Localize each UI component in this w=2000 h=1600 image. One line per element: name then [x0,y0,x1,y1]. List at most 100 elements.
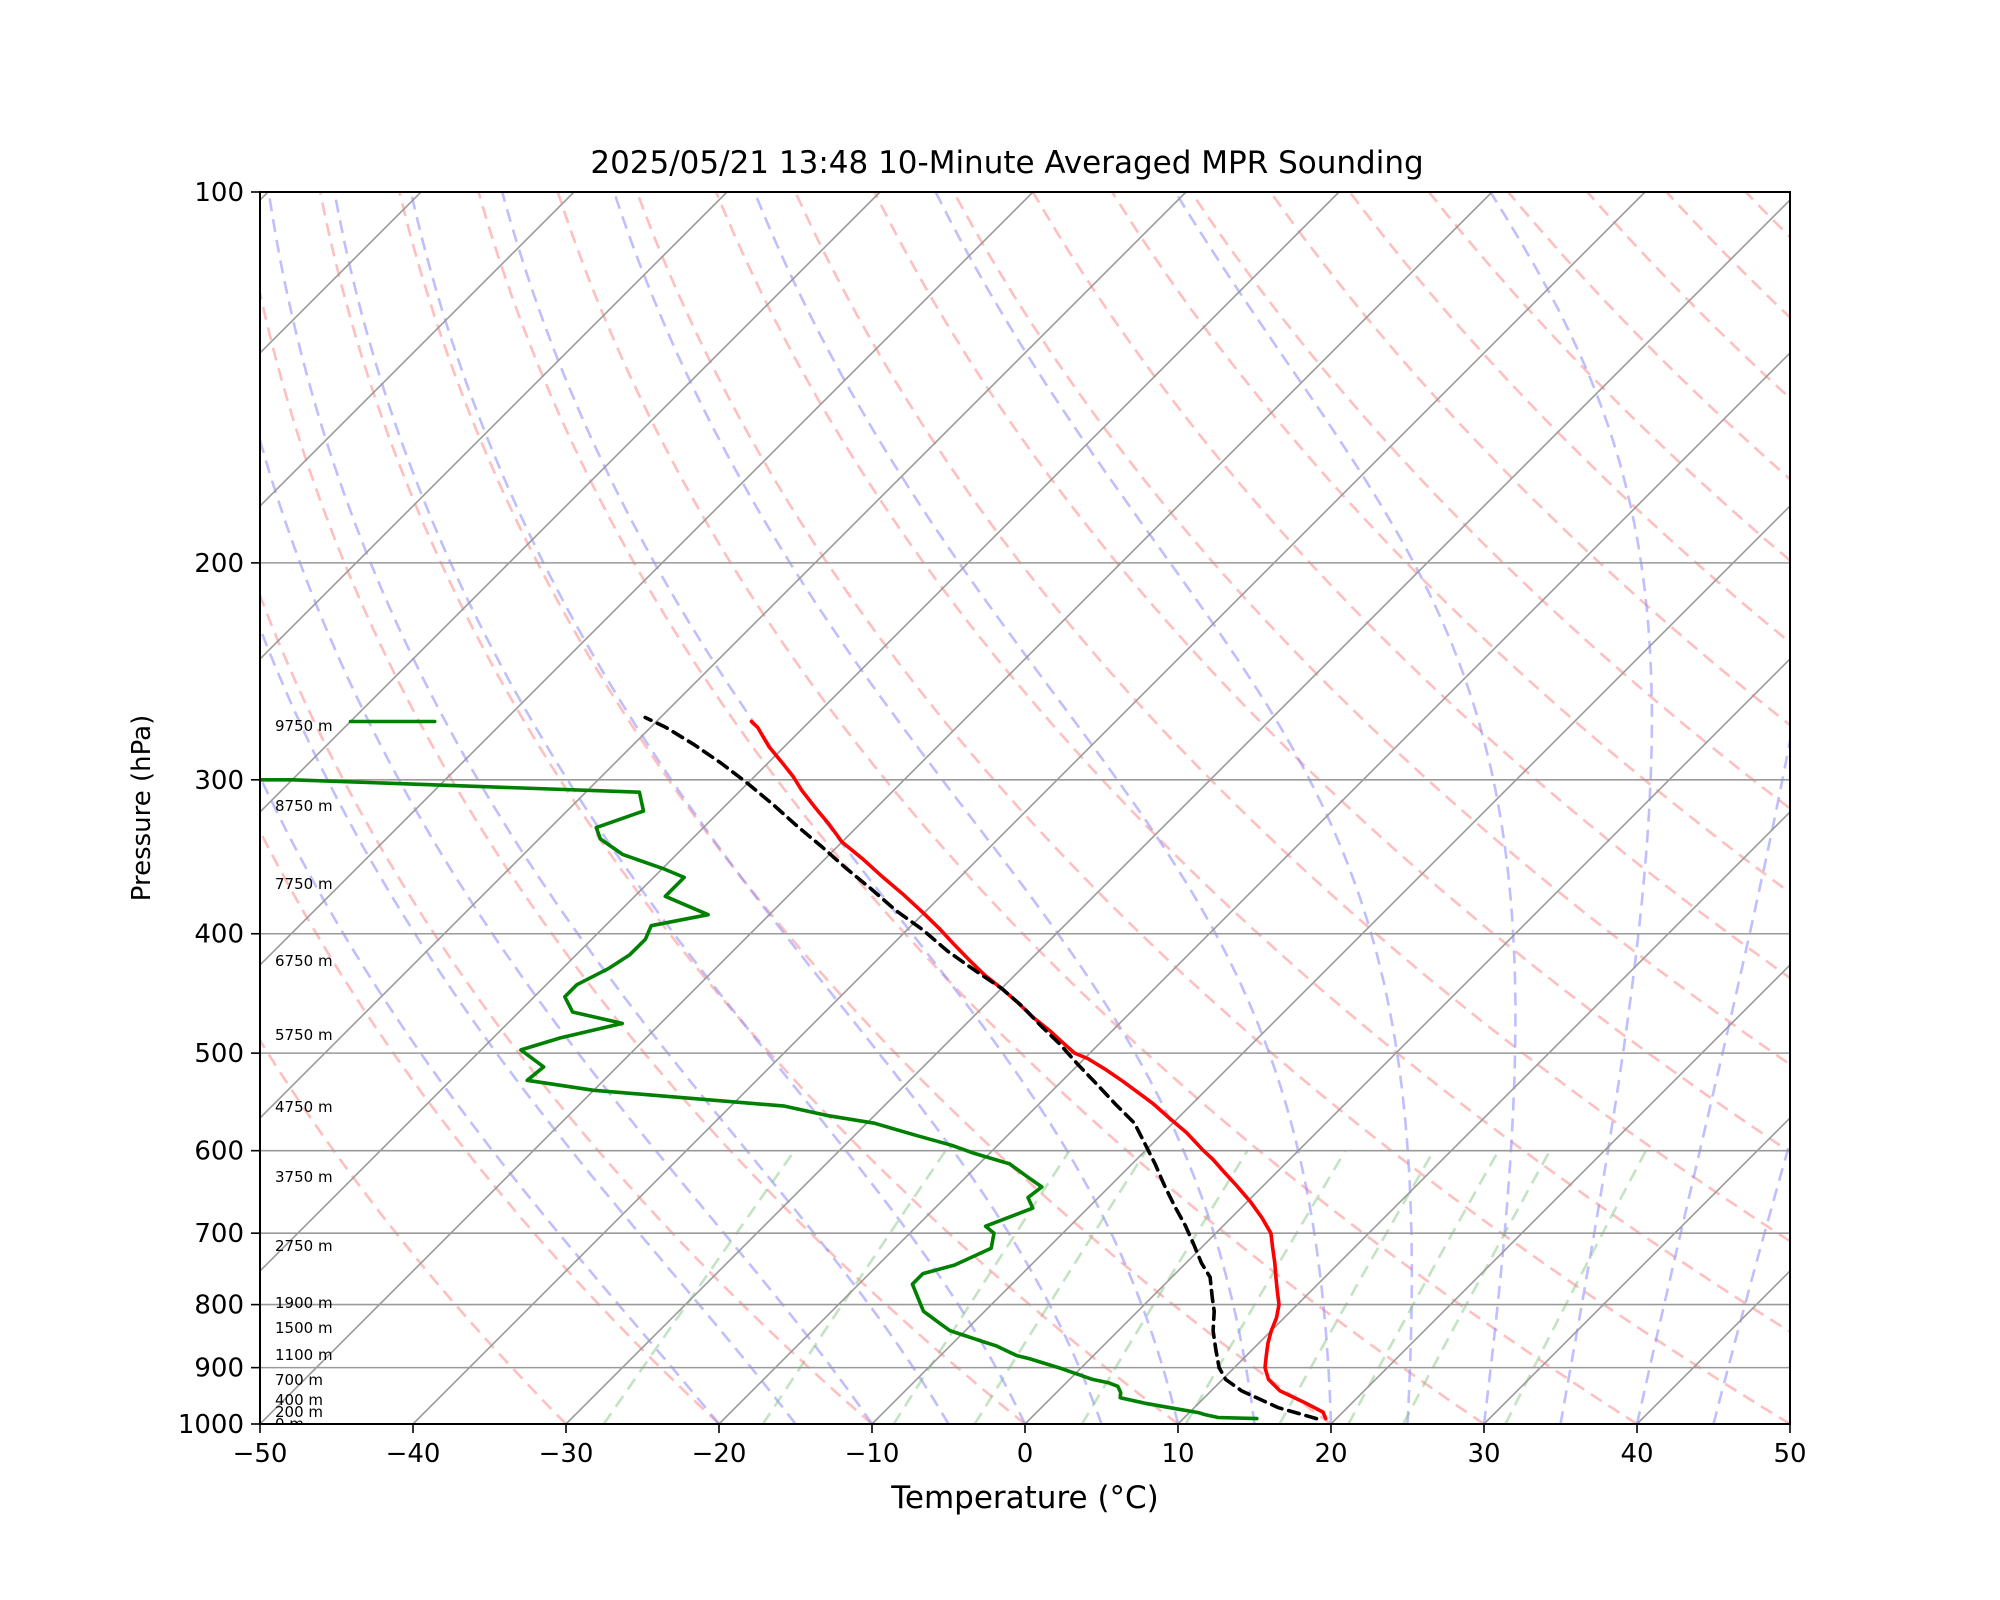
y-tick-label: 400 [194,920,244,950]
dry-adiabat [952,192,1790,1066]
height-label: 700 m [275,1371,323,1389]
chart-title: 2025/05/21 13:48 10-Minute Averaged MPR … [590,145,1423,181]
dry-adiabat [556,192,1638,1424]
parcel-line [643,715,1319,1421]
y-tick-label: 1000 [178,1410,244,1440]
isotherm [565,198,1790,1424]
y-tick-label: 700 [194,1219,244,1249]
moist-adiabat [260,624,797,1424]
x-tick-label: 20 [1314,1439,1347,1469]
height-label: 3750 m [275,1168,333,1186]
x-tick-label: −40 [386,1439,441,1469]
moist-adiabat [260,773,721,1424]
height-label: 200 m [275,1403,323,1421]
dewpoint-line [260,778,1259,1421]
height-label: 7750 m [275,875,333,893]
y-tick-label: 600 [194,1137,244,1167]
moist-adiabat [409,192,1103,1424]
y-tick-label: 800 [194,1291,244,1321]
moist-adiabat [934,192,1414,1424]
isotherm [1177,810,1790,1424]
dry-adiabat [1507,192,1790,481]
isotherm [1483,1116,1790,1424]
mixing-ratio-line [1347,1150,1500,1424]
dry-adiabat [1269,192,1790,727]
plot-area: 9750 m 8750 m 7750 m 6750 m 5750 m 4750 m 3750… [260,192,1790,1433]
moist-adiabat [1489,192,1654,1424]
y-tick-label: 900 [194,1354,244,1384]
x-axis-label: Temperature (°C) [890,1480,1159,1516]
x-tick-label: −10 [845,1439,900,1469]
y-tick-label: 200 [194,549,244,579]
isotherm [718,351,1790,1424]
mixing-ratio-line [892,1149,1071,1424]
isotherm [1330,963,1790,1424]
dry-adiabat [1111,192,1790,895]
isotherm [260,192,728,661]
moist-adiabat [267,192,950,1424]
mixing-ratio-line [1184,1150,1347,1424]
isotherm [412,192,1646,1424]
moist-adiabat [612,192,1256,1424]
y-tick-label: 500 [194,1039,244,1069]
dry-adiabat [318,192,1179,1424]
height-label: 1100 m [275,1346,333,1364]
x-tick-label: −20 [692,1439,747,1469]
isotherm [871,504,1790,1424]
mixing-ratio-line [1278,1150,1435,1424]
x-tick-label: 30 [1467,1439,1500,1469]
isotherm [260,192,1340,1273]
dry-adiabat [794,192,1790,1243]
height-label: 5750 m [275,1026,333,1044]
height-label: 9750 m [275,717,333,735]
moist-adiabat [1635,734,1790,1424]
axes: −50 −40 −30 −20 −10 0 10 20 30 40 50 1000 900 800 700 6… [178,178,1807,1469]
y-tick-label: 300 [194,766,244,796]
temperature-line [749,719,1328,1421]
x-tick-label: −30 [539,1439,594,1469]
dry-adiabat [1427,192,1790,563]
moist-adiabat [1174,192,1517,1424]
x-tick-label: 0 [1017,1439,1034,1469]
x-tick-label: 40 [1620,1439,1653,1469]
height-label: 1500 m [275,1319,333,1337]
moist-adiabat [753,192,1333,1424]
dry-adiabat [260,591,873,1424]
mixing-ratio-line [1402,1150,1552,1424]
isotherm [260,192,1493,1424]
isotherm [260,192,1187,1120]
y-tick-label: 100 [194,178,244,208]
height-label: 0 m [275,1415,304,1433]
dry-adiabat [260,1038,567,1424]
dry-adiabat [477,192,1485,1424]
height-label: 1900 m [275,1294,333,1312]
height-label: 8750 m [275,797,333,815]
moist-adiabat [500,192,1180,1424]
isotherm [1024,657,1790,1424]
mixing-ratio-line [1080,1150,1249,1424]
dry-adiabat [260,828,720,1424]
x-tick-label: 10 [1161,1439,1194,1469]
height-label: 4750 m [275,1098,333,1116]
isotherm [260,192,881,814]
moist-adiabat [1712,1137,1790,1424]
mixing-ratio-line [761,1149,947,1424]
dry-adiabat [635,192,1790,1424]
moist-adiabat [333,192,1027,1424]
height-label: 400 m [275,1391,323,1409]
dry-adiabat [714,192,1790,1334]
isotherm [260,192,1034,967]
y-axis-label: Pressure (hPa) [127,715,157,902]
isotherm [260,192,575,508]
dry-adiabat [873,192,1790,1154]
mixing-ratio-line [602,1149,796,1424]
height-label: 6750 m [275,952,333,970]
moist-adiabat [260,435,874,1424]
x-tick-label: −50 [233,1439,288,1469]
dry-adiabat [260,287,1026,1424]
mixing-ratio-line [973,1150,1148,1424]
mixing-ratio-line [1504,1150,1648,1424]
dry-adiabat [1031,192,1790,980]
height-label: 2750 m [275,1237,333,1255]
